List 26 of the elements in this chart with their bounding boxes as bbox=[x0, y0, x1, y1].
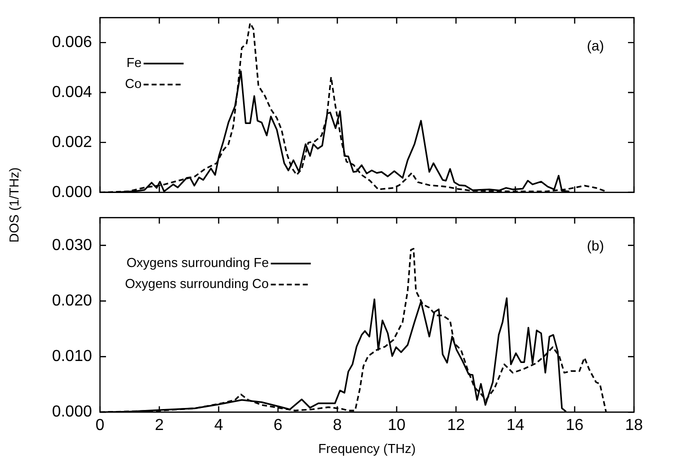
x-tick-label: 8 bbox=[332, 417, 342, 434]
y-tick-label: 0.010 bbox=[52, 348, 92, 366]
x-tick-label: 14 bbox=[506, 417, 524, 434]
legend-label: Fe bbox=[126, 55, 142, 70]
x-tick-label: 12 bbox=[447, 417, 465, 434]
annotation: (b) bbox=[586, 237, 604, 254]
x-tick-label: 2 bbox=[154, 417, 164, 434]
y-tick-label: 0.002 bbox=[52, 134, 92, 151]
y-axis-title: DOS (1/THz) bbox=[6, 167, 22, 243]
x-tick-label: 6 bbox=[274, 417, 283, 434]
x-tick-label: 0 bbox=[96, 417, 105, 434]
x-tick-label: 4 bbox=[214, 417, 224, 434]
x-axis-title: Frequency (THz) bbox=[318, 440, 416, 456]
y-tick-label: 0.030 bbox=[52, 236, 92, 254]
annotation: (a) bbox=[586, 37, 604, 54]
y-tick-label: 0.020 bbox=[52, 292, 92, 310]
legend-label: Oxygens surrounding Fe bbox=[126, 255, 269, 270]
legend-label: Oxygens surrounding Co bbox=[124, 276, 269, 292]
x-tick-label: 10 bbox=[388, 417, 406, 434]
x-tick-label: 16 bbox=[566, 417, 584, 434]
y-tick-label: 0.004 bbox=[52, 84, 92, 101]
y-tick-label: 0.000 bbox=[52, 184, 92, 201]
x-tick-label: 18 bbox=[625, 417, 643, 434]
legend-label: Co bbox=[124, 76, 142, 92]
y-tick-label: 0.006 bbox=[52, 34, 92, 51]
y-tick-label: 0.000 bbox=[52, 404, 92, 421]
